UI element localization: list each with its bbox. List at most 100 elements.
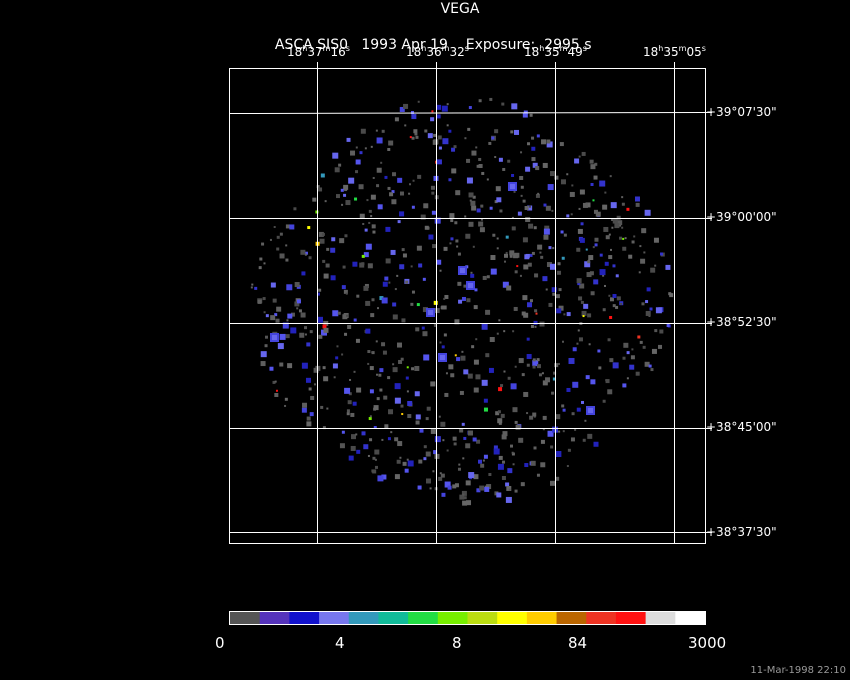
event-pixel <box>353 318 357 322</box>
event-pixel <box>622 356 626 360</box>
event-pixel <box>614 223 620 229</box>
event-pixel <box>421 326 425 330</box>
event-pixel <box>441 492 446 497</box>
event-pixel <box>353 370 356 373</box>
event-pixel <box>394 288 397 291</box>
event-pixel <box>522 295 528 301</box>
event-pixel <box>544 225 550 231</box>
event-pixel <box>261 242 265 246</box>
event-pixel <box>631 348 634 351</box>
event-pixel <box>434 436 441 443</box>
event-pixel <box>472 195 476 199</box>
event-pixel <box>367 263 373 269</box>
event-pixel <box>532 412 537 417</box>
event-pixel <box>566 173 569 176</box>
event-pixel <box>473 474 479 480</box>
event-pixel <box>607 338 611 342</box>
event-pixel <box>555 451 562 458</box>
event-pixel <box>562 408 566 412</box>
event-pixel <box>659 329 664 334</box>
event-pixel <box>359 151 363 155</box>
event-pixel <box>336 345 339 348</box>
xray-source-map <box>250 97 674 506</box>
event-pixel <box>460 355 466 361</box>
event-pixel <box>272 335 277 340</box>
event-pixel <box>631 240 635 244</box>
event-pixel <box>438 415 441 418</box>
event-pixel <box>549 263 556 270</box>
event-pixel <box>374 458 377 461</box>
event-pixel <box>577 228 583 234</box>
event-pixel <box>570 213 573 216</box>
event-pixel <box>572 347 577 352</box>
event-pixel <box>530 324 534 328</box>
event-pixel <box>431 191 435 195</box>
event-pixel <box>346 409 350 413</box>
event-pixel <box>375 129 378 132</box>
event-pixel <box>419 428 424 433</box>
event-pixel <box>612 264 616 268</box>
event-pixel <box>505 235 509 239</box>
event-pixel <box>425 451 431 457</box>
event-pixel <box>532 365 536 369</box>
event-pixel <box>387 186 391 190</box>
event-pixel <box>542 162 548 168</box>
event-pixel <box>478 157 482 161</box>
event-pixel <box>585 248 588 251</box>
event-pixel <box>609 315 613 319</box>
event-pixel <box>320 173 325 178</box>
event-pixel <box>412 179 415 182</box>
event-pixel <box>344 387 351 394</box>
event-pixel <box>305 377 311 383</box>
event-pixel <box>539 321 545 327</box>
event-pixel <box>345 314 348 317</box>
event-pixel <box>446 124 449 127</box>
event-pixel <box>416 245 422 251</box>
event-pixel <box>382 281 388 287</box>
event-pixel <box>433 175 439 181</box>
event-pixel <box>467 373 473 379</box>
dec-label-2: +39°00'00" <box>706 210 777 224</box>
event-pixel <box>497 418 503 424</box>
event-pixel <box>458 299 463 304</box>
event-pixel <box>307 226 311 230</box>
event-pixel <box>478 459 483 464</box>
event-pixel <box>436 104 442 110</box>
event-pixel <box>391 190 395 194</box>
event-pixel <box>410 265 413 268</box>
event-pixel <box>264 335 268 339</box>
event-pixel <box>258 266 262 270</box>
event-pixel <box>339 238 345 244</box>
event-pixel <box>578 296 583 301</box>
event-pixel <box>538 373 542 377</box>
event-pixel <box>569 191 575 197</box>
event-pixel <box>496 492 502 498</box>
event-pixel <box>345 200 351 206</box>
event-pixel <box>279 253 285 259</box>
event-pixel <box>503 330 506 333</box>
event-pixel <box>275 389 278 392</box>
event-pixel <box>502 281 509 288</box>
event-pixel <box>533 320 538 325</box>
event-pixel <box>524 254 530 260</box>
event-pixel <box>466 500 472 506</box>
event-pixel <box>459 390 464 395</box>
event-pixel <box>594 237 599 242</box>
event-pixel <box>523 264 529 270</box>
event-pixel <box>369 438 373 442</box>
event-pixel <box>403 103 409 109</box>
event-pixel <box>512 407 518 413</box>
event-pixel <box>482 459 485 462</box>
event-pixel <box>423 354 430 361</box>
event-pixel <box>364 228 368 232</box>
event-pixel <box>650 368 654 372</box>
event-pixel <box>494 156 497 159</box>
event-pixel <box>453 442 457 446</box>
dec-label-1: +39°07'30" <box>706 105 777 119</box>
event-pixel <box>583 303 589 309</box>
event-pixel <box>510 130 514 134</box>
event-pixel <box>316 185 320 189</box>
event-pixel <box>498 319 501 322</box>
event-pixel <box>493 448 500 455</box>
observation-date: 1993 Apr 19 <box>361 37 448 53</box>
